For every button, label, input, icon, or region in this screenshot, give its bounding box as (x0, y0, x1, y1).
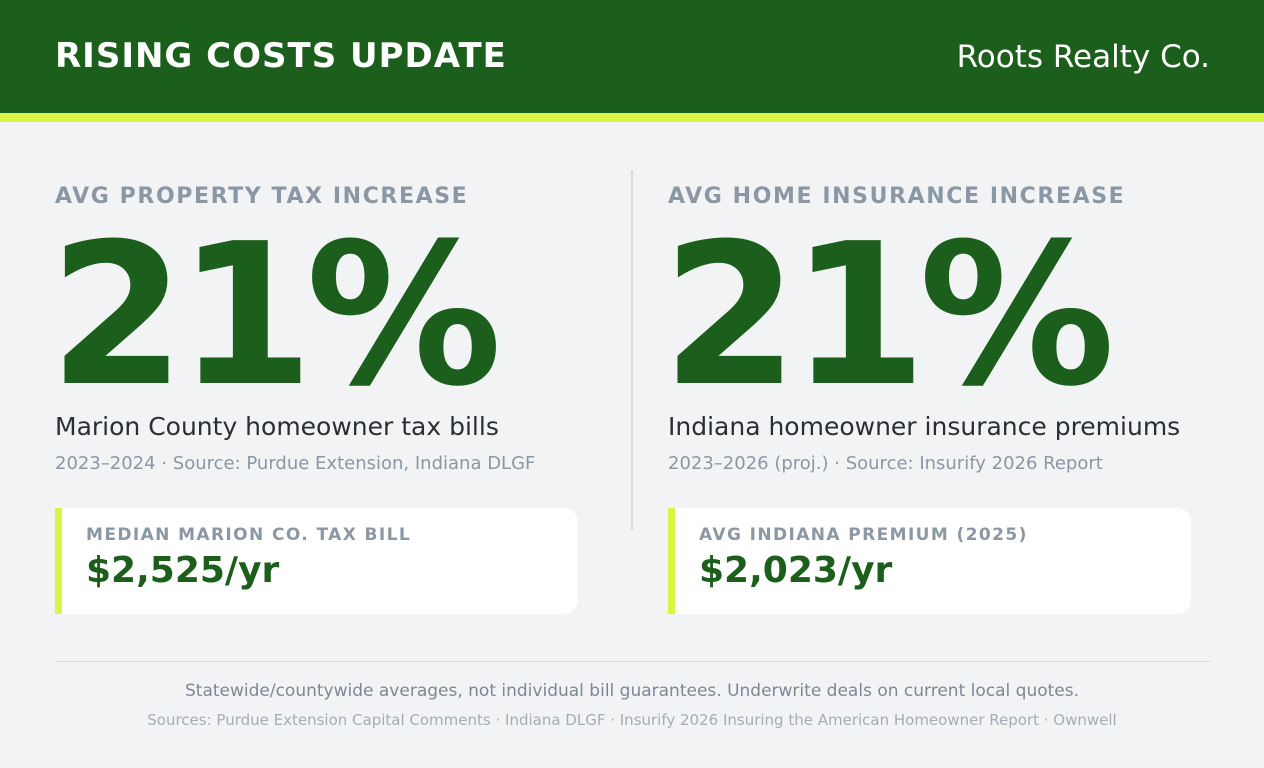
card-label: AVG INDIANA PREMIUM (2025) (699, 525, 1028, 545)
card-label: MEDIAN MARION CO. TAX BILL (86, 525, 412, 545)
stat-value: 21% (49, 202, 502, 430)
column-divider (631, 170, 633, 530)
header-bar: RISING COSTS UPDATE Roots Realty Co. (0, 0, 1264, 113)
stat-label: AVG HOME INSURANCE INCREASE (668, 184, 1126, 209)
stat-column-property-tax: AVG PROPERTY TAX INCREASE 21% Marion Cou… (49, 0, 615, 630)
stat-column-home-insurance: AVG HOME INSURANCE INCREASE 21% Indiana … (662, 0, 1228, 630)
card-value: $2,525/yr (86, 550, 280, 591)
brand-name: Roots Realty Co. (956, 39, 1210, 75)
stat-value: 21% (662, 202, 1115, 430)
stat-description: Marion County homeowner tax bills (55, 412, 499, 441)
footer-divider (55, 661, 1210, 662)
stat-card: AVG INDIANA PREMIUM (2025) $2,023/yr (668, 508, 1191, 614)
stat-description: Indiana homeowner insurance premiums (668, 412, 1181, 441)
stat-source: 2023–2026 (proj.) · Source: Insurify 202… (668, 453, 1103, 474)
stat-card: MEDIAN MARION CO. TAX BILL $2,525/yr (55, 508, 578, 614)
footer-sources: Sources: Purdue Extension Capital Commen… (147, 711, 1117, 729)
page-title: RISING COSTS UPDATE (55, 36, 507, 76)
stat-source: 2023–2024 · Source: Purdue Extension, In… (55, 453, 536, 474)
card-value: $2,023/yr (699, 550, 893, 591)
stat-label: AVG PROPERTY TAX INCREASE (55, 184, 469, 209)
accent-stripe (0, 113, 1264, 122)
footer-disclaimer: Statewide/countywide averages, not indiv… (184, 681, 1080, 701)
